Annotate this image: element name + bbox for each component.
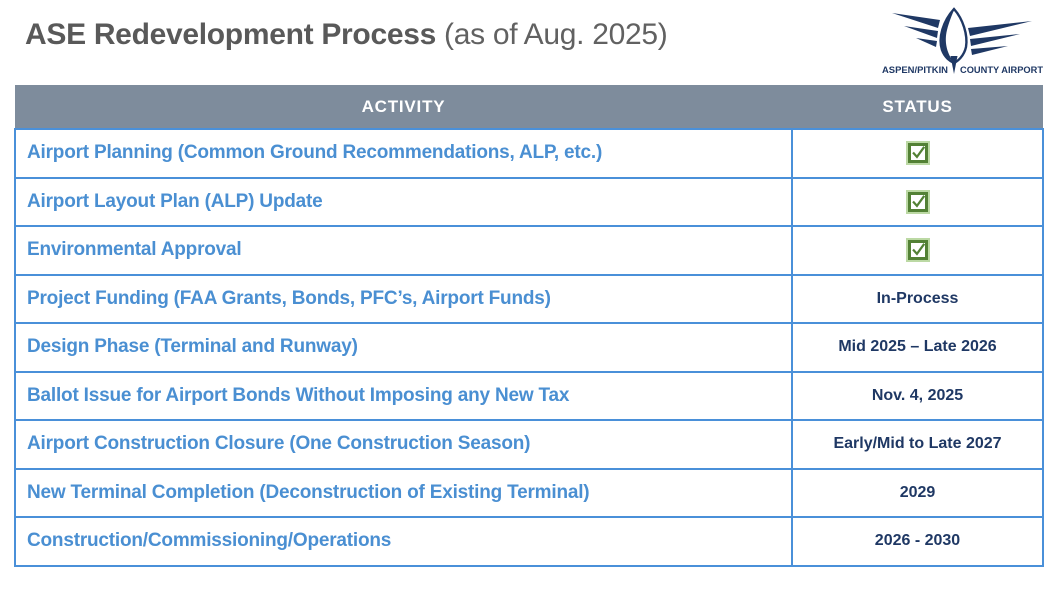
table-row: Design Phase (Terminal and Runway) Mid 20… bbox=[14, 322, 1044, 373]
table-row: New Terminal Completion (Deconstruction … bbox=[14, 467, 1044, 518]
logo-text-left: ASPEN/PITKIN bbox=[882, 65, 948, 75]
activity-cell: Environmental Approval bbox=[14, 225, 793, 276]
table-row: Ballot Issue for Airport Bonds Without I… bbox=[14, 370, 1044, 421]
activity-cell: Airport Layout Plan (ALP) Update bbox=[14, 176, 793, 227]
table-row: Airport Layout Plan (ALP) Update bbox=[14, 176, 1044, 227]
page-title-suffix: (as of Aug. 2025) bbox=[436, 18, 668, 51]
status-cell: 2029 bbox=[791, 467, 1044, 518]
checked-checkbox-icon bbox=[907, 191, 928, 212]
table-row: Airport Planning (Common Ground Recommen… bbox=[14, 128, 1044, 179]
activity-cell: New Terminal Completion (Deconstruction … bbox=[14, 467, 793, 518]
table-row: Project Funding (FAA Grants, Bonds, PFC’… bbox=[14, 273, 1044, 324]
activity-cell: Design Phase (Terminal and Runway) bbox=[14, 322, 793, 373]
status-cell bbox=[791, 176, 1044, 227]
activity-cell: Airport Planning (Common Ground Recommen… bbox=[14, 128, 793, 179]
table-row: Airport Construction Closure (One Constr… bbox=[14, 419, 1044, 470]
activity-cell: Ballot Issue for Airport Bonds Without I… bbox=[14, 370, 793, 421]
airport-wings-leaf-icon: ASPEN/PITKIN COUNTY AIRPORT bbox=[882, 7, 1044, 75]
process-table-container: ACTIVITY STATUS Airport Planning (Common… bbox=[14, 85, 1044, 567]
column-header-activity: ACTIVITY bbox=[15, 85, 792, 129]
checked-checkbox-icon bbox=[907, 240, 928, 261]
activity-cell: Project Funding (FAA Grants, Bonds, PFC’… bbox=[14, 273, 793, 324]
column-header-status: STATUS bbox=[792, 85, 1043, 129]
airport-logo: ASPEN/PITKIN COUNTY AIRPORT bbox=[880, 6, 1045, 76]
logo-text-right: COUNTY AIRPORT bbox=[960, 65, 1044, 75]
status-cell bbox=[791, 225, 1044, 276]
checked-checkbox-icon bbox=[907, 143, 928, 164]
status-cell bbox=[791, 128, 1044, 179]
page-title-main: ASE Redevelopment Process bbox=[25, 18, 436, 51]
page-title: ASE Redevelopment Process (as of Aug. 20… bbox=[25, 18, 668, 52]
status-cell: Nov. 4, 2025 bbox=[791, 370, 1044, 421]
process-table: ACTIVITY STATUS Airport Planning (Common… bbox=[14, 85, 1044, 567]
status-cell: 2026 - 2030 bbox=[791, 516, 1044, 567]
activity-cell: Airport Construction Closure (One Constr… bbox=[14, 419, 793, 470]
status-cell: In-Process bbox=[791, 273, 1044, 324]
table-row: Environmental Approval bbox=[14, 225, 1044, 276]
table-row: Construction/Commissioning/Operations 202… bbox=[14, 516, 1044, 567]
table-header-row: ACTIVITY STATUS bbox=[15, 85, 1043, 129]
status-cell: Early/Mid to Late 2027 bbox=[791, 419, 1044, 470]
status-cell: Mid 2025 – Late 2026 bbox=[791, 322, 1044, 373]
table-body: Airport Planning (Common Ground Recommen… bbox=[14, 128, 1044, 567]
activity-cell: Construction/Commissioning/Operations bbox=[14, 516, 793, 567]
